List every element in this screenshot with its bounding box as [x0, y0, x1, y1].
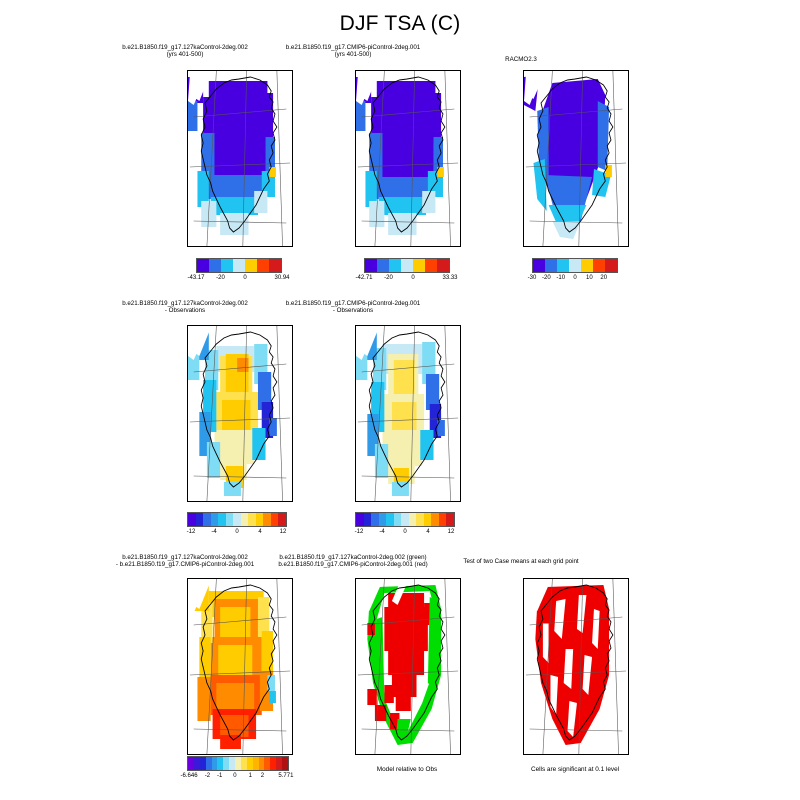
map-r1c2[interactable]	[355, 70, 461, 247]
cbar-tick: -12	[186, 529, 196, 535]
cbar-tick: 1	[248, 773, 252, 779]
cbar-tick: -1	[216, 773, 223, 779]
cbar-tick: -43.17	[187, 275, 205, 281]
map-r2c2[interactable]	[355, 325, 461, 502]
cbar-tick: -10	[556, 275, 566, 281]
cbar-tick: 20	[600, 275, 608, 281]
cbar-tick: -6.646	[180, 773, 198, 779]
colorbar-r2c1-labels: -12 -4 0 4 12	[187, 528, 287, 539]
panel-r3c3-title: Test of two Case means at each grid poin…	[371, 558, 671, 565]
cbar-tick: -4	[211, 529, 217, 535]
cbar-tick: 0	[233, 773, 237, 779]
cbar-tick: 0	[411, 275, 415, 281]
panel-title-line1: b.e21.B1850.f19_g17.127kaControl-2deg.00…	[122, 300, 248, 307]
panel-r3c1-title: b.e21.B1850.f19_g17.127kaControl-2deg.00…	[35, 554, 335, 569]
colorbar-r1c2: -42.71 -20 0 33.33	[355, 258, 458, 285]
panel-title-line1: b.e21.B1850.f19_g17.CMIP6-piControl-2deg…	[285, 44, 421, 51]
cbar-tick: -30	[527, 275, 537, 281]
colorbar-r1c3-strip	[532, 258, 618, 273]
panel-r3c2-title: b.e21.B1850.f19_g17.127kaControl-2deg.00…	[203, 554, 503, 569]
cbar-tick: 4	[258, 529, 262, 535]
panel-title-line1: b.e21.B1850.f19_g17.127kaControl-2deg.00…	[122, 554, 248, 561]
footnote-r3c3: Cells are significant at 0.1 level	[530, 766, 620, 773]
colorbar-r3c1-labels: -6.646 -2 -1 0 1 2 5.771	[181, 772, 294, 783]
cbar-tick: 0	[235, 529, 239, 535]
page-title: DJF TSA (C)	[339, 12, 461, 35]
colorbar-r2c2-labels: -12 -4 0 4 12	[355, 528, 455, 539]
cbar-tick: 10	[586, 275, 593, 281]
colorbar-r2c2-strip	[355, 512, 455, 527]
cbar-tick: -20	[384, 275, 393, 281]
cbar-tick: 30.94	[274, 275, 290, 281]
colorbar-r1c3-labels: -30 -20 -10 0 10 20	[528, 274, 618, 285]
colorbar-r1c2-strip	[364, 258, 450, 273]
map-r3c2[interactable]	[355, 578, 461, 755]
cbar-tick: 5.771	[278, 773, 294, 779]
colorbar-r1c1-labels: -43.17 -20 0 30.94	[187, 274, 289, 285]
cbar-tick: -20	[216, 275, 225, 281]
cbar-tick: 33.33	[442, 275, 458, 281]
map-r2c1[interactable]	[187, 325, 293, 502]
footnote-r3c2: Model relative to Obs	[376, 766, 438, 773]
cbar-tick: 0	[243, 275, 247, 281]
panel-title-line1: b.e21.B1850.f19_g17.127kaControl-2deg.00…	[122, 44, 248, 51]
cbar-tick: 0	[403, 529, 407, 535]
panel-r1c3-title: RACMO2.3	[406, 56, 636, 63]
panel-r1c2-title: b.e21.B1850.f19_g17.CMIP6-piControl-2deg…	[238, 44, 468, 59]
cbar-tick: -42.71	[355, 275, 373, 281]
panel-title-line2: - Observations	[332, 307, 374, 315]
panel-r2c1-title: b.e21.B1850.f19_g17.127kaControl-2deg.00…	[70, 300, 300, 315]
panel-title-line2: - Observations	[164, 307, 206, 315]
colorbar-r1c3: -30 -20 -10 0 10 20	[528, 258, 618, 285]
panel-title-line2: - b.e21.B1850.f19_g17.CMIP6-piControl-2d…	[115, 561, 255, 569]
colorbar-r3c1-strip	[187, 756, 289, 771]
cbar-tick: 2	[260, 773, 265, 779]
colorbar-r2c2: -12 -4 0 4 12	[355, 512, 455, 539]
panel-title-line1: b.e21.B1850.f19_g17.127kaControl-2deg.00…	[279, 554, 427, 561]
panel-title-line1: Test of two Case means at each grid poin…	[463, 558, 579, 565]
colorbar-r2c1: -12 -4 0 4 12	[187, 512, 287, 539]
colorbar-r1c2-labels: -42.71 -20 0 33.33	[355, 274, 457, 285]
cbar-tick: 12	[447, 529, 455, 535]
colorbar-r2c1-strip	[187, 512, 287, 527]
cbar-tick: -12	[354, 529, 364, 535]
map-r3c3[interactable]	[523, 578, 629, 755]
cbar-tick: -20	[542, 275, 551, 281]
cbar-tick: 0	[573, 275, 577, 281]
map-r3c1[interactable]	[187, 578, 293, 755]
panel-title-line2: (yrs 401-500)	[166, 51, 204, 59]
panel-title-line1: b.e21.B1850.f19_g17.CMIP6-piControl-2deg…	[285, 300, 421, 307]
panel-title-line1: RACMO2.3	[505, 56, 537, 63]
colorbar-r3c1: -6.646 -2 -1 0 1 2 5.771	[181, 756, 294, 783]
panel-r1c1-title: b.e21.B1850.f19_g17.127kaControl-2deg.00…	[70, 44, 300, 59]
panel-title-line2: (yrs 401-500)	[334, 51, 372, 59]
cbar-tick: 4	[426, 529, 430, 535]
map-r1c1[interactable]	[187, 70, 293, 247]
cbar-tick: -4	[379, 529, 385, 535]
colorbar-r1c1: -43.17 -20 0 30.94	[187, 258, 290, 285]
panel-title-line2: b.e21.B1850.f19_g17.CMIP6-piControl-2deg…	[278, 561, 428, 569]
cbar-tick: 12	[279, 529, 287, 535]
map-r1c3[interactable]	[523, 70, 629, 247]
cbar-tick: -2	[204, 773, 211, 779]
colorbar-r1c1-strip	[196, 258, 282, 273]
panel-r2c2-title: b.e21.B1850.f19_g17.CMIP6-piControl-2deg…	[238, 300, 468, 315]
